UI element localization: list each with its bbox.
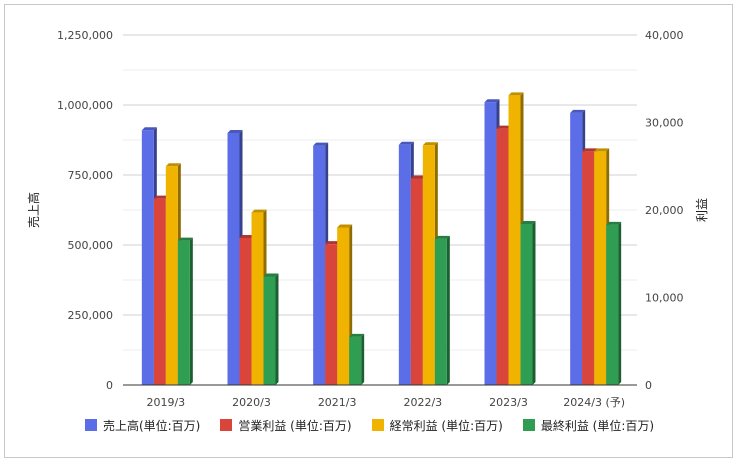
bar-top — [520, 221, 536, 224]
legend-swatch-ordinary-profit — [371, 419, 384, 431]
bar-top — [398, 141, 414, 145]
bar-top — [606, 221, 622, 225]
left-tick-label: 0 — [106, 379, 113, 392]
x-tick-label: 2020/3 — [232, 396, 271, 409]
bar-top — [508, 92, 524, 96]
left-axis-title: 売上高 — [26, 192, 41, 228]
bar-side — [532, 221, 536, 385]
x-tick-label: 2022/3 — [403, 396, 442, 409]
bar-top — [141, 127, 157, 131]
legend-item-ordinary-profit[interactable]: 経常利益 (単位:百万) — [371, 417, 503, 434]
bar — [239, 238, 252, 385]
bar-top — [410, 175, 426, 179]
x-tick-label: 2024/3 (予) — [563, 396, 625, 409]
bar-side — [361, 333, 365, 385]
bar — [325, 244, 338, 385]
right-tick-label: 10,000 — [645, 292, 684, 305]
x-tick-label: 2019/3 — [146, 396, 185, 409]
bar — [398, 144, 411, 385]
bar-top — [313, 142, 329, 146]
bar-top — [570, 109, 586, 113]
left-tick-label: 750,000 — [68, 169, 114, 182]
bar — [141, 130, 154, 385]
left-tick-label: 500,000 — [68, 239, 114, 252]
bar — [263, 276, 276, 385]
bar-side — [275, 273, 279, 385]
bar — [520, 224, 533, 385]
bar — [594, 151, 607, 385]
bar — [251, 212, 264, 385]
bar-top — [422, 142, 438, 146]
left-tick-label: 1,000,000 — [57, 99, 113, 112]
legend-swatch-operating-profit — [220, 419, 233, 431]
bar — [165, 166, 178, 385]
bar — [410, 178, 423, 385]
right-tick-label: 0 — [645, 379, 652, 392]
bar-top — [153, 195, 169, 199]
bar — [422, 145, 435, 385]
legend-label-operating-profit: 営業利益 (単位:百万) — [238, 418, 352, 433]
bar — [349, 336, 362, 385]
bar-top — [227, 130, 243, 133]
legend-swatch-sales — [84, 419, 97, 431]
legend-label-net-profit: 最終利益 (単位:百万) — [540, 418, 655, 433]
bar-top — [263, 273, 279, 277]
legend-item-sales[interactable]: 売上高(単位:百万) — [84, 417, 201, 434]
bar — [582, 151, 595, 385]
bar-top — [165, 163, 181, 167]
bar-side — [618, 221, 622, 385]
bar-top — [325, 241, 341, 245]
x-axis-labels: 2019/3 2020/3 2021/3 2022/3 2023/3 2024/3 (予) — [146, 396, 625, 409]
bar — [434, 238, 447, 385]
x-tick-label: 2021/3 — [318, 396, 357, 409]
bar-top — [434, 235, 450, 239]
right-axis-ticks: 0 10,000 20,000 30,000 40,000 — [645, 29, 684, 392]
bar-top — [582, 148, 598, 152]
bar-top — [349, 333, 365, 337]
bars — [141, 92, 622, 385]
bar-top — [177, 237, 193, 241]
bar-top — [337, 224, 353, 228]
bar-top — [239, 235, 255, 238]
bar-top — [251, 209, 267, 213]
right-tick-label: 30,000 — [645, 117, 684, 130]
left-tick-label: 250,000 — [68, 309, 114, 322]
bar — [508, 95, 521, 385]
bar-top — [484, 99, 500, 103]
bar — [570, 112, 583, 385]
bar-top — [496, 125, 512, 129]
legend-label-sales: 売上高(単位:百万) — [102, 418, 201, 433]
x-tick-label: 2023/3 — [489, 396, 528, 409]
legend-item-net-profit[interactable]: 最終利益 (単位:百万) — [522, 417, 655, 434]
right-axis-title: 利益 — [695, 198, 709, 222]
legend-swatch-net-profit — [522, 419, 535, 431]
gridlines — [123, 34, 637, 386]
bar — [177, 240, 190, 385]
legend-label-ordinary-profit: 経常利益 (単位:百万) — [389, 418, 503, 433]
bar — [496, 128, 509, 385]
bar — [337, 227, 350, 385]
legend: 売上高(単位:百万) 営業利益 (単位:百万) 経常利益 (単位:百万) 最終利… — [0, 413, 739, 437]
right-tick-label: 20,000 — [645, 204, 684, 217]
bar-side — [189, 237, 193, 385]
bar — [313, 145, 326, 385]
legend-item-operating-profit[interactable]: 営業利益 (単位:百万) — [220, 417, 352, 434]
bar — [606, 224, 619, 385]
left-tick-label: 1,250,000 — [57, 29, 113, 42]
bar-side — [446, 235, 450, 385]
bar-top — [594, 148, 610, 152]
bar — [153, 198, 166, 385]
bar — [227, 133, 240, 385]
left-axis-ticks: 0 250,000 500,000 750,000 1,000,000 1,250,000 — [57, 29, 113, 392]
right-tick-label: 40,000 — [645, 29, 684, 42]
bar — [484, 102, 497, 385]
